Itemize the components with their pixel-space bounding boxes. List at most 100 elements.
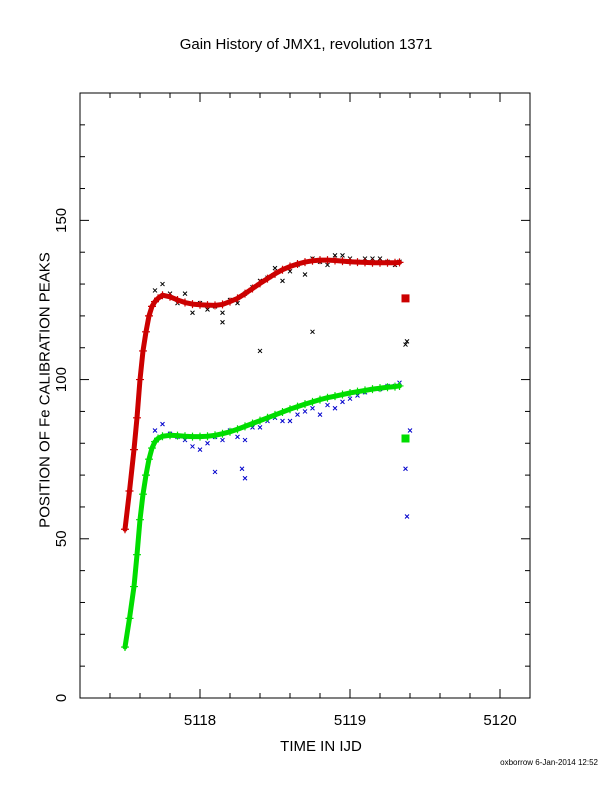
y-tick-label: 100 [53, 367, 70, 392]
data-point [310, 405, 315, 411]
data-point [152, 288, 158, 293]
data-point [190, 310, 195, 316]
data-point [242, 475, 248, 481]
data-point [142, 471, 150, 480]
end-marker [401, 434, 410, 443]
data-point [233, 294, 242, 303]
data-point [346, 257, 354, 266]
data-point [308, 397, 317, 406]
data-point [293, 259, 302, 268]
data-point [404, 339, 410, 344]
data-point [203, 301, 212, 310]
data-point [133, 550, 141, 559]
data-point [256, 416, 264, 425]
data-point [256, 279, 264, 288]
data-point [332, 405, 338, 411]
data-point [263, 413, 272, 422]
data-point [347, 396, 353, 402]
data-point [272, 265, 278, 271]
data-point [160, 281, 165, 287]
series-line [122, 383, 402, 650]
data-point [197, 447, 203, 452]
data-point [166, 431, 174, 440]
data-point [205, 307, 210, 312]
data-point [361, 258, 369, 267]
data-point [211, 301, 219, 310]
x-tick-label: 5118 [184, 712, 216, 729]
data-point [190, 444, 195, 449]
data-point [293, 402, 302, 411]
data-point [130, 445, 138, 454]
plot-frame [79, 92, 531, 699]
data-point [383, 258, 392, 267]
footer-stamp: oxborrow 6-Jan-2014 12:52 [500, 758, 598, 767]
y-tick-label: 50 [53, 530, 70, 547]
data-point [235, 300, 240, 306]
data-point [158, 432, 167, 441]
data-point [278, 408, 287, 417]
data-point [370, 256, 375, 261]
data-point [302, 272, 308, 277]
data-point [188, 432, 197, 441]
data-point [121, 643, 129, 652]
data-point [316, 395, 324, 404]
data-point [310, 329, 315, 335]
data-point [287, 268, 293, 274]
data-point [407, 428, 413, 433]
data-point [182, 291, 188, 296]
data-point [301, 400, 309, 409]
data-point [257, 424, 263, 430]
data-point [377, 256, 383, 261]
data-point [173, 431, 182, 440]
data-point [271, 269, 279, 278]
data-point [280, 278, 285, 284]
data-point [166, 292, 174, 301]
chart-title: Gain History of JMX1, revolution 1371 [179, 36, 433, 53]
data-point [338, 390, 347, 399]
data-point [148, 302, 156, 311]
data-point [218, 300, 227, 309]
data-point [139, 490, 147, 499]
data-point [403, 342, 408, 347]
data-point [325, 262, 330, 268]
data-point [316, 256, 324, 265]
data-point [181, 298, 189, 307]
y-tick-label: 0 [53, 694, 70, 702]
data-point [395, 381, 404, 390]
data-point [154, 294, 162, 303]
data-point [152, 428, 158, 433]
data-point [242, 437, 248, 443]
data-point [136, 515, 144, 524]
data-point [226, 297, 234, 306]
data-point [121, 525, 129, 534]
data-point [403, 466, 408, 472]
data-point [325, 402, 330, 408]
data-point [376, 384, 384, 393]
data-point [220, 437, 225, 443]
data-point [383, 383, 392, 392]
data-point [376, 258, 384, 267]
data-point [220, 310, 225, 316]
data-point [239, 466, 245, 472]
data-point [148, 444, 156, 453]
data-point [218, 429, 227, 438]
data-point [323, 256, 332, 265]
data-point [257, 348, 263, 354]
data-point [353, 258, 362, 267]
data-point [241, 422, 249, 431]
data-point [287, 418, 293, 424]
x-tick-label: 5119 [334, 712, 366, 729]
x-axis-label: TIME IN IJD [280, 738, 362, 755]
data-point [125, 487, 134, 496]
data-point [188, 300, 197, 309]
y-tick-label: 150 [53, 208, 70, 233]
data-point [308, 256, 317, 265]
data-point [226, 427, 234, 436]
data-point [142, 327, 150, 336]
end-marker [401, 294, 410, 303]
data-point [317, 412, 323, 417]
data-point [130, 582, 138, 591]
data-point [145, 455, 153, 464]
data-point [241, 289, 249, 298]
data-point [181, 432, 189, 441]
